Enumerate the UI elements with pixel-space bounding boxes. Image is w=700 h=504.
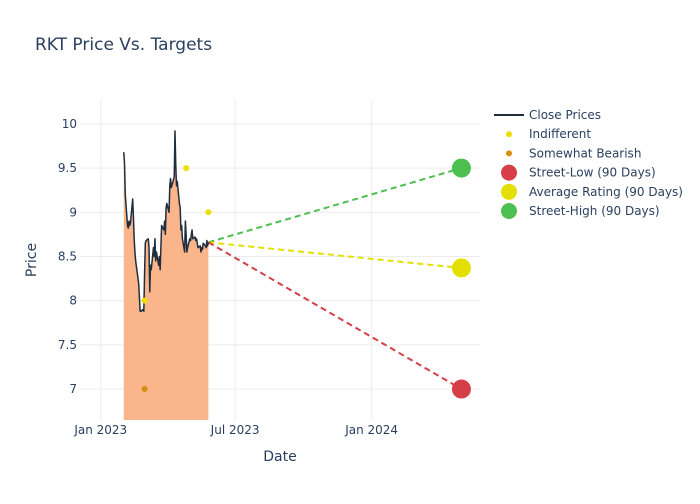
- y-tick-label: 9.5: [58, 161, 77, 175]
- target-line-low: [207, 241, 462, 390]
- legend-label: Average Rating (90 Days): [529, 185, 683, 199]
- y-tick-label: 7.5: [58, 338, 77, 352]
- legend-swatch-dot: [501, 203, 517, 219]
- street-high-marker: [451, 158, 471, 178]
- chart-title: RKT Price Vs. Targets: [35, 35, 212, 55]
- somewhat-bearish-marker: [141, 386, 148, 393]
- x-tick-label: Jul 2023: [210, 423, 260, 437]
- legend-item-low[interactable]: Street-Low (90 Days): [501, 164, 656, 181]
- legend-label: Indifferent: [529, 127, 591, 141]
- legend[interactable]: Close Prices Indifferent Somewhat Bearish S…: [494, 108, 683, 219]
- legend-label: Street-Low (90 Days): [529, 166, 656, 180]
- axis-ticks: 7 7.5 8 8.5 9 9.5 10 Jan 2023 Jul 2023 Jan 2024: [58, 117, 398, 437]
- legend-item-indifferent[interactable]: Indifferent: [506, 127, 591, 141]
- y-tick-label: 9: [69, 205, 77, 219]
- legend-label: Street-High (90 Days): [529, 204, 660, 218]
- legend-label: Somewhat Bearish: [529, 146, 641, 160]
- legend-swatch-dot: [506, 131, 512, 138]
- average-rating-marker: [451, 258, 471, 278]
- x-tick-label: Jan 2023: [73, 423, 127, 437]
- target-lines-layer: [207, 167, 462, 390]
- x-axis-title: Date: [263, 449, 296, 465]
- rating-markers-layer: [141, 158, 471, 399]
- target-line-high: [208, 167, 462, 244]
- y-tick-label: 7: [69, 382, 77, 396]
- target-line-avg: [208, 241, 462, 269]
- indifferent-marker: [141, 297, 148, 304]
- indifferent-marker: [183, 165, 190, 172]
- close-price-area-layer: [123, 130, 209, 420]
- legend-item-bearish[interactable]: Somewhat Bearish: [506, 146, 641, 160]
- y-tick-label: 8.5: [58, 249, 77, 263]
- legend-label: Close Prices: [529, 108, 601, 122]
- legend-item-close[interactable]: Close Prices: [494, 108, 601, 122]
- close-price-line-layer: [123, 130, 210, 313]
- legend-swatch-dot: [506, 150, 512, 157]
- legend-swatch-dot: [501, 164, 517, 181]
- y-axis-title: Price: [24, 243, 40, 277]
- close-price-area: [123, 130, 209, 420]
- y-tick-label: 8: [69, 294, 77, 308]
- legend-item-high[interactable]: Street-High (90 Days): [501, 203, 660, 219]
- legend-item-avg[interactable]: Average Rating (90 Days): [501, 183, 683, 200]
- close-price-line: [123, 130, 210, 313]
- y-tick-label: 10: [62, 117, 77, 131]
- x-tick-label: Jan 2024: [344, 423, 398, 437]
- legend-swatch-dot: [501, 183, 517, 200]
- indifferent-marker: [205, 209, 212, 216]
- street-low-marker: [451, 379, 471, 399]
